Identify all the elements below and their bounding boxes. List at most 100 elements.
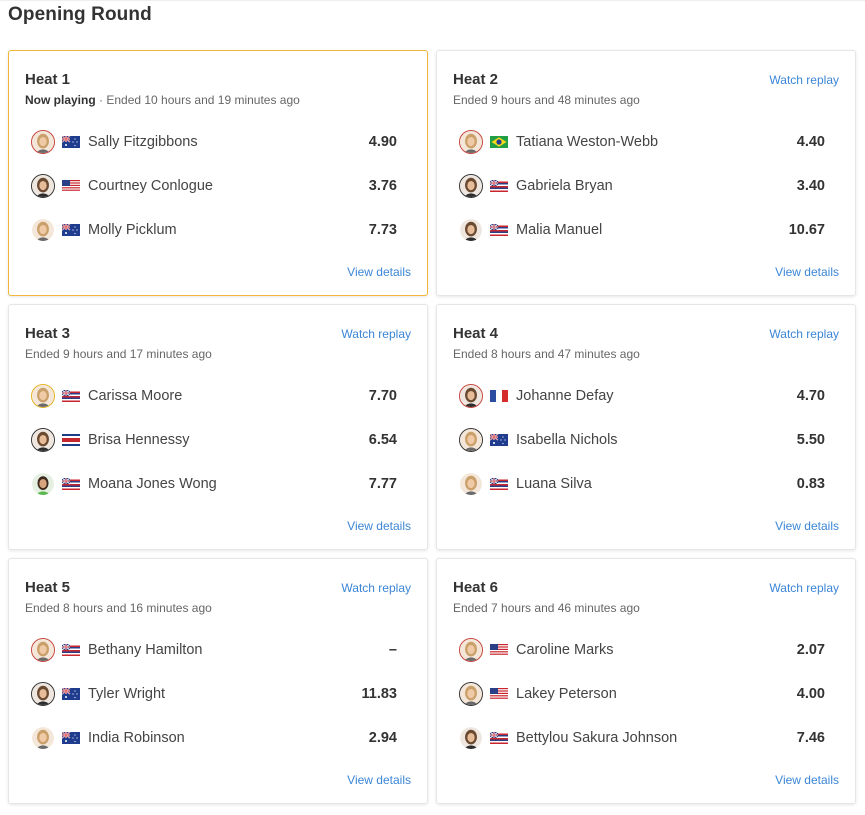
surfer-name: Molly Picklum bbox=[88, 222, 177, 238]
surfer-row[interactable]: Gabriela Bryan 3.40 bbox=[459, 171, 825, 201]
surfer-name: Caroline Marks bbox=[516, 642, 614, 658]
watch-replay-link[interactable]: Watch replay bbox=[341, 581, 411, 595]
flag-icon bbox=[490, 434, 508, 446]
surfer-row[interactable]: Malia Manuel 10.67 bbox=[459, 215, 825, 245]
page-title: Opening Round bbox=[8, 4, 152, 25]
view-details-link[interactable]: View details bbox=[775, 773, 839, 787]
surfer-score: 3.40 bbox=[796, 178, 825, 194]
surfer-name: Brisa Hennessy bbox=[88, 432, 190, 448]
heat-card[interactable]: Heat 3 Watch replay Ended 9 hours and 17… bbox=[8, 304, 428, 550]
surfer-row[interactable]: India Robinson 2.94 bbox=[31, 723, 397, 753]
view-details-link[interactable]: View details bbox=[775, 519, 839, 533]
watch-replay-link[interactable]: Watch replay bbox=[341, 327, 411, 341]
view-details-link[interactable]: View details bbox=[347, 773, 411, 787]
surfer-row[interactable]: Bettylou Sakura Johnson 7.46 bbox=[459, 723, 825, 753]
surfer-score: 7.70 bbox=[368, 388, 397, 404]
heat-card[interactable]: Heat 1 Now playing · Ended 10 hours and … bbox=[8, 50, 428, 296]
surfer-row[interactable]: Brisa Hennessy 6.54 bbox=[31, 425, 397, 455]
surfer-row[interactable]: Caroline Marks 2.07 bbox=[459, 635, 825, 665]
surfer-avatar bbox=[31, 428, 55, 452]
flag-icon bbox=[62, 732, 80, 744]
surfer-row[interactable]: Bethany Hamilton – bbox=[31, 635, 397, 665]
top-divider bbox=[0, 0, 865, 1]
flag-icon bbox=[490, 732, 508, 744]
surfer-avatar bbox=[31, 384, 55, 408]
heat-status: Ended 8 hours and 47 minutes ago bbox=[453, 347, 640, 361]
heat-card[interactable]: Heat 6 Watch replay Ended 7 hours and 46… bbox=[436, 558, 856, 804]
surfer-score: 5.50 bbox=[796, 432, 825, 448]
surfer-row[interactable]: Johanne Defay 4.70 bbox=[459, 381, 825, 411]
surfer-avatar bbox=[459, 472, 483, 496]
heat-card[interactable]: Heat 4 Watch replay Ended 8 hours and 47… bbox=[436, 304, 856, 550]
surfer-row[interactable]: Tatiana Weston-Webb 4.40 bbox=[459, 127, 825, 157]
surfer-name: Sally Fitzgibbons bbox=[88, 134, 198, 150]
surfer-score: 4.40 bbox=[796, 134, 825, 150]
flag-icon bbox=[62, 136, 80, 148]
view-details-link[interactable]: View details bbox=[347, 519, 411, 533]
surfer-name: Carissa Moore bbox=[88, 388, 183, 404]
surfer-name: Luana Silva bbox=[516, 476, 592, 492]
heat-status: Ended 7 hours and 46 minutes ago bbox=[453, 601, 640, 615]
surfer-score: 4.90 bbox=[368, 134, 397, 150]
flag-icon bbox=[490, 136, 508, 148]
watch-replay-link[interactable]: Watch replay bbox=[769, 581, 839, 595]
surfer-row[interactable]: Isabella Nichols 5.50 bbox=[459, 425, 825, 455]
heat-status: Ended 9 hours and 48 minutes ago bbox=[453, 93, 640, 107]
surfer-row[interactable]: Molly Picklum 7.73 bbox=[31, 215, 397, 245]
surfer-avatar bbox=[459, 428, 483, 452]
surfer-name: Gabriela Bryan bbox=[516, 178, 613, 194]
surfer-avatar bbox=[459, 638, 483, 662]
surfer-avatar bbox=[31, 726, 55, 750]
surfer-name: Lakey Peterson bbox=[516, 686, 617, 702]
status-separator: · bbox=[95, 93, 107, 107]
surfer-row[interactable]: Lakey Peterson 4.00 bbox=[459, 679, 825, 709]
surfer-avatar bbox=[31, 472, 55, 496]
heat-status: Ended 8 hours and 16 minutes ago bbox=[25, 601, 212, 615]
surfer-score: 4.70 bbox=[796, 388, 825, 404]
surfer-row[interactable]: Courtney Conlogue 3.76 bbox=[31, 171, 397, 201]
flag-icon bbox=[490, 478, 508, 490]
surfer-row[interactable]: Tyler Wright 11.83 bbox=[31, 679, 397, 709]
surfer-name: Tatiana Weston-Webb bbox=[516, 134, 659, 150]
surfer-name: Johanne Defay bbox=[516, 388, 614, 404]
surfer-avatar bbox=[31, 218, 55, 242]
surfer-score: 7.77 bbox=[368, 476, 397, 492]
heat-title: Heat 3 bbox=[25, 325, 71, 342]
surfer-name: Bethany Hamilton bbox=[88, 642, 203, 658]
surfer-name: Moana Jones Wong bbox=[88, 476, 217, 492]
surfer-avatar bbox=[459, 384, 483, 408]
surfer-avatar bbox=[31, 682, 55, 706]
heat-title: Heat 4 bbox=[453, 325, 499, 342]
surfer-row[interactable]: Luana Silva 0.83 bbox=[459, 469, 825, 499]
surfer-score: 10.67 bbox=[788, 222, 825, 238]
surfer-avatar bbox=[459, 682, 483, 706]
surfer-score: 2.94 bbox=[368, 730, 397, 746]
surfer-avatar bbox=[459, 130, 483, 154]
flag-icon bbox=[62, 478, 80, 490]
heat-card[interactable]: Heat 2 Watch replay Ended 9 hours and 48… bbox=[436, 50, 856, 296]
surfer-name: Isabella Nichols bbox=[516, 432, 618, 448]
watch-replay-link[interactable]: Watch replay bbox=[769, 327, 839, 341]
flag-icon bbox=[62, 224, 80, 236]
flag-icon bbox=[490, 688, 508, 700]
heat-card[interactable]: Heat 5 Watch replay Ended 8 hours and 16… bbox=[8, 558, 428, 804]
view-details-link[interactable]: View details bbox=[775, 265, 839, 279]
now-playing-label: Now playing bbox=[25, 93, 96, 107]
view-details-link[interactable]: View details bbox=[347, 265, 411, 279]
surfer-score: – bbox=[388, 642, 397, 658]
heat-status: Now playing · Ended 10 hours and 19 minu… bbox=[25, 93, 300, 107]
flag-icon bbox=[62, 434, 80, 446]
surfer-row[interactable]: Moana Jones Wong 7.77 bbox=[31, 469, 397, 499]
surfer-avatar bbox=[459, 218, 483, 242]
surfer-row[interactable]: Sally Fitzgibbons 4.90 bbox=[31, 127, 397, 157]
surfer-row[interactable]: Carissa Moore 7.70 bbox=[31, 381, 397, 411]
heat-title: Heat 2 bbox=[453, 71, 499, 88]
surfer-name: Tyler Wright bbox=[88, 686, 166, 702]
flag-icon bbox=[62, 180, 80, 192]
surfer-score: 6.54 bbox=[368, 432, 397, 448]
surfer-name: Malia Manuel bbox=[516, 222, 603, 238]
surfer-avatar bbox=[31, 174, 55, 198]
surfer-score: 0.83 bbox=[796, 476, 825, 492]
watch-replay-link[interactable]: Watch replay bbox=[769, 73, 839, 87]
flag-icon bbox=[490, 390, 508, 402]
